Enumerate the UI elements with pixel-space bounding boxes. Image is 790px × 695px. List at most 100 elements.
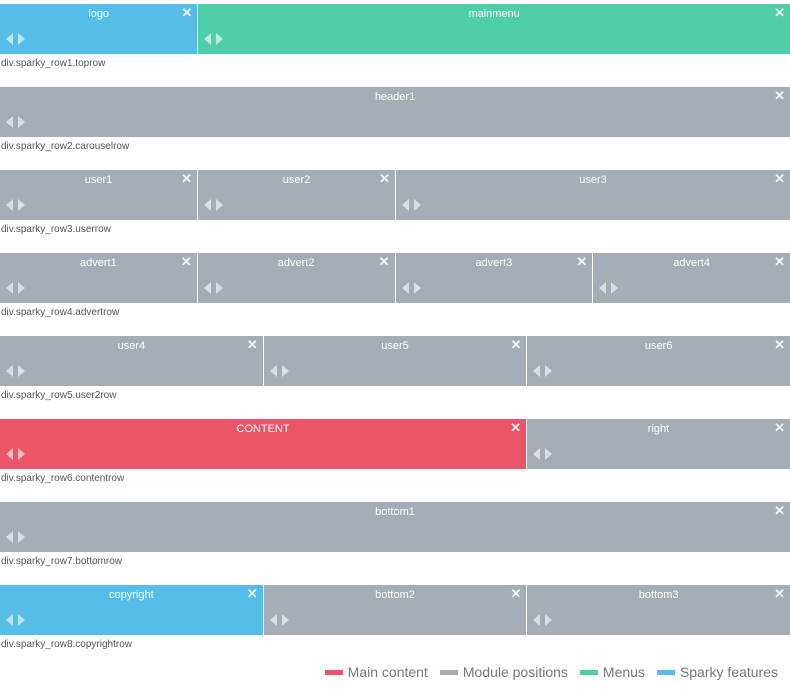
close-icon[interactable]: ✕: [379, 171, 390, 186]
arrow-right-icon[interactable]: [215, 282, 223, 294]
block-title: user1: [84, 174, 113, 186]
legend-label: Module positions: [462, 664, 568, 680]
arrow-right-icon[interactable]: [413, 282, 421, 294]
module-block[interactable]: right ✕: [527, 419, 790, 469]
module-block[interactable]: mainmenu ✕: [198, 4, 790, 54]
arrow-left-icon[interactable]: [6, 33, 13, 45]
module-block[interactable]: logo ✕: [0, 4, 199, 54]
module-block[interactable]: copyright ✕: [0, 585, 264, 635]
module-block[interactable]: user3 ✕: [396, 170, 790, 220]
arrow-left-icon[interactable]: [599, 282, 607, 294]
arrow-left-icon[interactable]: [6, 365, 13, 377]
row-blocks: bottom1 ✕: [0, 502, 790, 552]
arrow-left-icon[interactable]: [401, 282, 409, 294]
block-title: bottom2: [375, 589, 415, 601]
row-blocks: logo ✕ mainmenu ✕: [0, 4, 790, 54]
arrow-right-icon[interactable]: [18, 33, 25, 45]
arrow-left-icon[interactable]: [6, 614, 13, 626]
module-block[interactable]: user2 ✕: [198, 170, 396, 220]
row-blocks: user4 ✕ user5 ✕ user6 ✕: [0, 336, 790, 386]
module-block[interactable]: advert1 ✕: [0, 253, 198, 303]
block-title: advert1: [80, 257, 117, 269]
close-icon[interactable]: ✕: [246, 337, 258, 352]
close-icon[interactable]: ✕: [774, 88, 785, 103]
module-block[interactable]: bottom1 ✕: [0, 502, 790, 552]
block-title: header1: [374, 91, 416, 103]
close-icon[interactable]: ✕: [774, 254, 785, 269]
arrow-left-icon[interactable]: [269, 614, 277, 626]
row-label: div.sparky_row8.copyrightrow: [1, 639, 132, 650]
block-title: logo: [88, 8, 110, 20]
arrow-right-icon[interactable]: [18, 531, 25, 543]
close-icon[interactable]: ✕: [774, 171, 785, 186]
module-block[interactable]: advert4 ✕: [593, 253, 790, 303]
close-icon[interactable]: ✕: [180, 254, 192, 269]
arrow-right-icon[interactable]: [18, 199, 25, 211]
layout-row: copyright ✕ bottom2 ✕ bottom3 ✕ div.sparky_row…: [0, 581, 790, 664]
module-block[interactable]: user4 ✕: [0, 336, 264, 386]
close-icon[interactable]: ✕: [576, 254, 588, 269]
block-title: advert4: [673, 257, 710, 269]
arrow-left-icon[interactable]: [402, 199, 409, 211]
arrow-left-icon[interactable]: [533, 365, 541, 377]
module-block[interactable]: user1 ✕: [0, 170, 198, 220]
arrow-right-icon[interactable]: [18, 116, 25, 128]
arrow-left-icon[interactable]: [6, 116, 13, 128]
module-block[interactable]: CONTENT ✕: [0, 419, 527, 469]
module-block[interactable]: bottom3 ✕: [527, 585, 790, 635]
arrow-right-icon[interactable]: [611, 282, 619, 294]
arrow-left-icon[interactable]: [6, 448, 13, 460]
row-blocks: copyright ✕ bottom2 ✕ bottom3 ✕: [0, 585, 790, 635]
row-label: div.sparky_row4.advertrow: [1, 307, 120, 318]
layout-rows: logo ✕ mainmenu ✕ div.sparky_row1.toprow head…: [0, 0, 790, 664]
block-title: user3: [579, 174, 607, 186]
close-icon[interactable]: ✕: [246, 586, 258, 601]
layout-row: logo ✕ mainmenu ✕ div.sparky_row1.toprow: [0, 0, 790, 83]
arrow-right-icon[interactable]: [281, 614, 289, 626]
arrow-left-icon[interactable]: [6, 282, 13, 294]
close-icon[interactable]: ✕: [774, 420, 785, 435]
arrow-right-icon[interactable]: [18, 448, 25, 460]
close-icon[interactable]: ✕: [510, 586, 522, 601]
close-icon[interactable]: ✕: [510, 420, 521, 435]
close-icon[interactable]: ✕: [774, 337, 786, 352]
module-block[interactable]: user5 ✕: [263, 336, 528, 386]
legend-label: Main content: [347, 664, 428, 680]
arrow-left-icon[interactable]: [6, 531, 13, 543]
layout-row: header1 ✕ div.sparky_row2.carouselrow: [0, 83, 790, 166]
layout-row: bottom1 ✕ div.sparky_row7.bottomrow: [0, 498, 790, 581]
arrow-left-icon[interactable]: [533, 448, 540, 460]
arrow-right-icon[interactable]: [18, 365, 25, 377]
module-block[interactable]: user6 ✕: [527, 336, 790, 386]
arrow-left-icon[interactable]: [203, 282, 211, 294]
arrow-right-icon[interactable]: [545, 365, 553, 377]
module-block[interactable]: advert2 ✕: [197, 253, 396, 303]
close-icon[interactable]: ✕: [181, 171, 192, 186]
arrow-left-icon[interactable]: [533, 614, 541, 626]
legend: Main content Module positions Menus Sparky …: [313, 664, 778, 680]
close-icon[interactable]: ✕: [774, 503, 785, 518]
module-block[interactable]: bottom2 ✕: [263, 585, 528, 635]
arrow-left-icon[interactable]: [204, 199, 211, 211]
arrow-right-icon[interactable]: [281, 365, 289, 377]
close-icon[interactable]: ✕: [774, 5, 785, 20]
arrow-left-icon[interactable]: [269, 365, 277, 377]
row-label: div.sparky_row3.userrow: [1, 224, 111, 235]
arrow-right-icon[interactable]: [216, 33, 224, 45]
close-icon[interactable]: ✕: [378, 254, 390, 269]
arrow-right-icon[interactable]: [18, 282, 25, 294]
module-block[interactable]: advert3 ✕: [395, 253, 594, 303]
arrow-left-icon[interactable]: [204, 33, 212, 45]
arrow-right-icon[interactable]: [545, 448, 552, 460]
arrow-right-icon[interactable]: [414, 199, 421, 211]
module-block[interactable]: header1 ✕: [0, 87, 790, 137]
row-blocks: header1 ✕: [0, 87, 790, 137]
close-icon[interactable]: ✕: [510, 337, 522, 352]
close-icon[interactable]: ✕: [181, 5, 193, 20]
arrow-left-icon[interactable]: [6, 199, 13, 211]
arrow-right-icon[interactable]: [18, 614, 25, 626]
arrow-right-icon[interactable]: [216, 199, 223, 211]
arrow-right-icon[interactable]: [545, 614, 553, 626]
close-icon[interactable]: ✕: [774, 586, 786, 601]
legend-item: Menus: [579, 664, 645, 680]
